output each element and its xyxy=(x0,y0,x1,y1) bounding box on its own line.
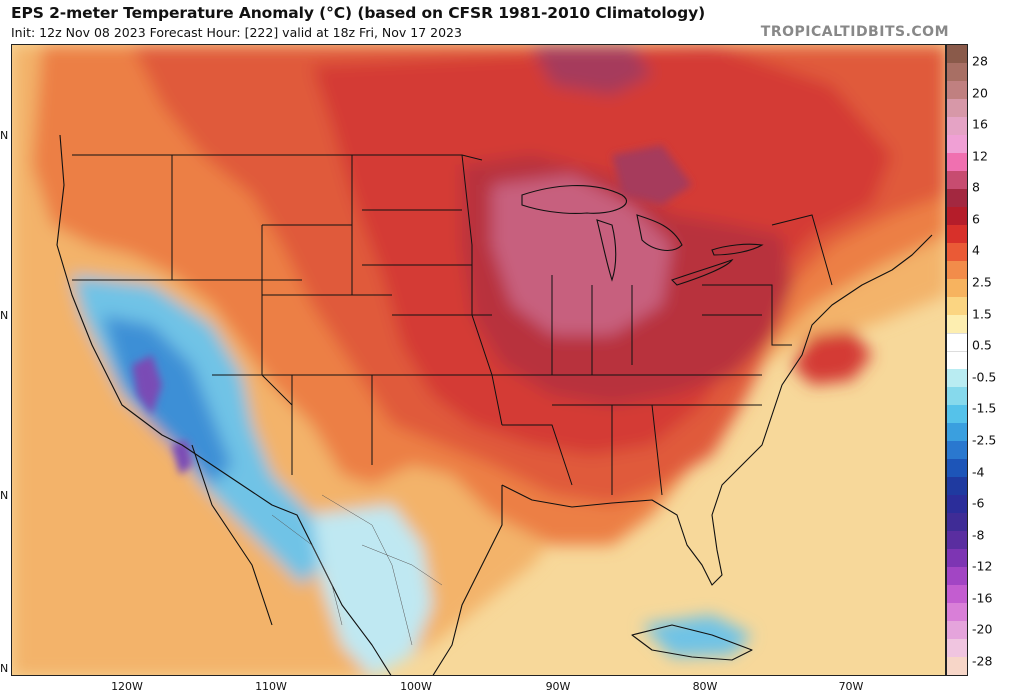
color-scale-swatch xyxy=(947,207,967,226)
color-scale-tick-label: -2.5 xyxy=(972,432,997,448)
anomaly-field xyxy=(12,45,945,675)
color-scale-swatch xyxy=(947,45,967,64)
color-scale-swatch xyxy=(947,63,967,82)
map-canvas xyxy=(12,45,945,675)
color-scale-tick-label: 8 xyxy=(972,179,980,195)
color-scale-swatch xyxy=(947,261,967,280)
color-scale-tick-label: 12 xyxy=(972,148,988,164)
lat-label-20n: N xyxy=(0,662,9,675)
color-scale-swatch xyxy=(947,297,967,316)
lon-label-90w: 90W xyxy=(545,680,571,693)
color-scale-swatch xyxy=(947,657,967,675)
color-scale-tick-label: -0.5 xyxy=(972,369,997,385)
color-scale-swatch xyxy=(947,459,967,478)
color-scale-swatch xyxy=(947,99,967,118)
color-scale-swatch xyxy=(947,315,967,334)
brand-watermark: TROPICALTIDBITS.COM xyxy=(760,24,949,40)
color-scale-swatch xyxy=(947,495,967,514)
color-scale-tick-label: -28 xyxy=(972,653,993,669)
color-scale-tick-label: -16 xyxy=(972,590,993,606)
color-scale-tick-label: -20 xyxy=(972,621,993,637)
lon-label-120w: 120W xyxy=(111,680,143,693)
lon-label-100w: 100W xyxy=(400,680,432,693)
lon-label-80w: 80W xyxy=(692,680,718,693)
color-scale-tick-label: -4 xyxy=(972,464,985,480)
color-scale-swatch xyxy=(947,513,967,532)
color-scale-tick-label: 28 xyxy=(972,53,988,69)
state-borders xyxy=(72,154,833,496)
color-scale-tick-label: -12 xyxy=(972,558,993,574)
color-scale-swatch xyxy=(947,333,967,353)
lat-label-50n: N xyxy=(0,129,9,142)
lon-label-110w: 110W xyxy=(255,680,287,693)
chart-title: EPS 2-meter Temperature Anomaly (°C) (ba… xyxy=(11,4,706,22)
color-scale-swatch xyxy=(947,171,967,190)
color-scale-swatch xyxy=(947,225,967,244)
mexico-borders xyxy=(271,494,443,646)
anomaly-map xyxy=(11,44,946,676)
color-scale-tick-label: 1.5 xyxy=(972,306,992,322)
color-scale-tick-label: 6 xyxy=(972,211,980,227)
color-scale-tick-label: 20 xyxy=(972,85,988,101)
color-scale-swatch xyxy=(947,549,967,568)
color-scale-swatch xyxy=(947,639,967,658)
color-scale-swatch xyxy=(947,189,967,208)
great-lakes xyxy=(521,184,764,286)
color-scale-swatch xyxy=(947,621,967,640)
color-scale-swatch xyxy=(947,477,967,496)
color-scale-tick-label: 4 xyxy=(972,242,980,258)
color-scale-swatch xyxy=(947,567,967,586)
color-scale-tick-label: -1.5 xyxy=(972,400,997,416)
color-scale-tick-label: 0.5 xyxy=(972,337,992,353)
color-scale-swatch xyxy=(947,243,967,262)
color-scale-swatch xyxy=(947,423,967,442)
color-scale-swatch xyxy=(947,351,967,371)
color-scale-swatch xyxy=(947,81,967,100)
color-scale-swatch xyxy=(947,279,967,298)
lat-label-40n: N xyxy=(0,309,9,322)
lat-label-30n: N xyxy=(0,489,9,502)
anomaly-detail xyxy=(132,145,692,475)
color-scale-swatch xyxy=(947,369,967,388)
chart-subtitle: Init: 12z Nov 08 2023 Forecast Hour: [22… xyxy=(11,25,462,40)
header: EPS 2-meter Temperature Anomaly (°C) (ba… xyxy=(0,0,1011,46)
color-scale-swatch xyxy=(947,387,967,406)
color-scale-swatch xyxy=(947,135,967,154)
color-scale-swatch xyxy=(947,405,967,424)
color-scale-swatch xyxy=(947,603,967,622)
color-scale-swatch xyxy=(947,531,967,550)
color-scale-bar xyxy=(946,44,968,676)
color-scale-swatch xyxy=(947,117,967,136)
coastlines xyxy=(56,134,933,675)
color-scale-swatch xyxy=(947,441,967,460)
color-scale-tick-label: 2.5 xyxy=(972,274,992,290)
color-scale-tick-label: -8 xyxy=(972,527,985,543)
lon-label-70w: 70W xyxy=(838,680,864,693)
color-scale-tick-label: 16 xyxy=(972,116,988,132)
color-scale-swatch xyxy=(947,585,967,604)
color-scale-swatch xyxy=(947,153,967,172)
color-scale-tick-label: -6 xyxy=(972,495,985,511)
